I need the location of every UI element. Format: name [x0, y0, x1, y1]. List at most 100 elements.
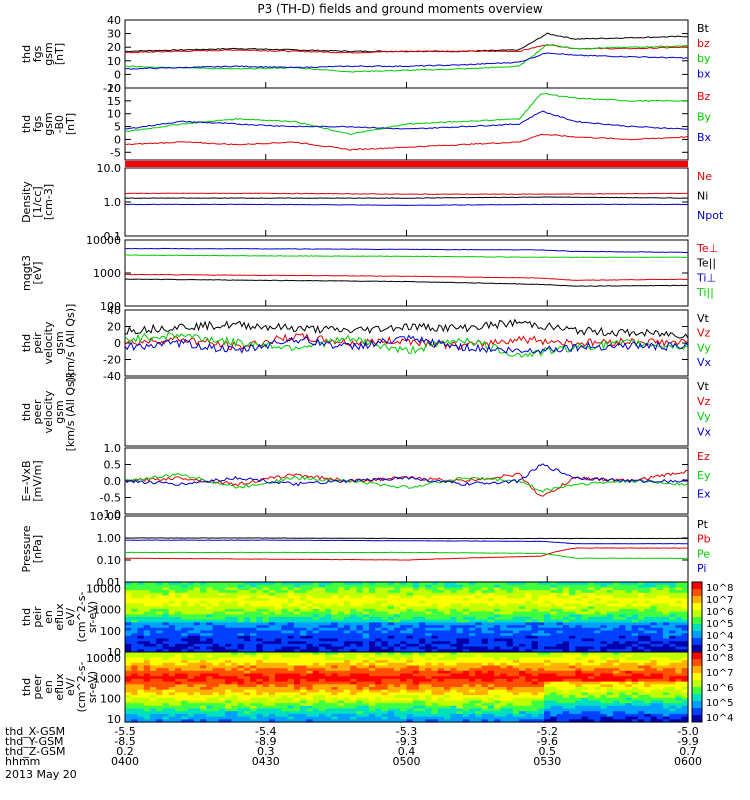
heatmap-cell: [606, 595, 614, 599]
heatmap-cell: [125, 700, 132, 704]
heatmap-cell: [544, 713, 551, 718]
heatmap-cell: [281, 687, 289, 691]
heatmap-cell: [237, 617, 245, 621]
heatmap-cell: [337, 708, 345, 712]
heatmap-cell: [268, 670, 276, 675]
heatmap-cell: [644, 692, 652, 696]
heatmap-cell: [287, 692, 295, 696]
heatmap-cell: [638, 617, 645, 621]
colorbar-cell: [692, 627, 702, 632]
heatmap-cell: [663, 582, 670, 586]
heatmap-cell: [293, 584, 301, 588]
y-tick-label: 10.00: [90, 510, 122, 523]
heatmap-cell: [193, 606, 201, 610]
heatmap-cell: [131, 590, 139, 594]
heatmap-cell: [356, 654, 364, 658]
heatmap-cell: [312, 708, 320, 712]
heatmap-cell: [175, 719, 182, 723]
heatmap-cell: [444, 614, 451, 618]
heatmap-cell: [569, 708, 576, 712]
heatmap-cell: [669, 643, 677, 648]
heatmap-cell: [444, 681, 451, 685]
heatmap-cell: [587, 668, 595, 672]
heatmap-cell: [650, 611, 658, 615]
heatmap-cell: [644, 643, 652, 648]
heatmap-cell: [356, 700, 364, 704]
heatmap-cell: [562, 678, 570, 683]
heatmap-cell: [500, 713, 508, 718]
heatmap-cell: [187, 689, 195, 693]
heatmap-cell: [162, 590, 170, 594]
heatmap-cell: [293, 716, 301, 720]
heatmap-cell: [331, 606, 339, 610]
heatmap-cell: [481, 622, 489, 626]
heatmap-cell: [143, 625, 151, 629]
heatmap-cell: [394, 711, 401, 715]
heatmap-cell: [669, 598, 677, 602]
heatmap-cell: [318, 678, 326, 683]
heatmap-cell: [663, 716, 670, 720]
heatmap-cell: [337, 584, 345, 588]
heatmap-cell: [281, 676, 289, 680]
heatmap-cell: [287, 606, 295, 610]
heatmap-cell: [350, 630, 358, 634]
heatmap-cell: [175, 697, 182, 702]
heatmap-cell: [343, 678, 351, 683]
heatmap-cell: [218, 587, 226, 591]
heatmap-cell: [350, 590, 358, 594]
heatmap-cell: [425, 687, 433, 691]
heatmap-cell: [500, 668, 508, 672]
heatmap-cell: [550, 649, 558, 653]
heatmap-cell: [469, 676, 476, 680]
heatmap-cell: [425, 641, 433, 645]
heatmap-cell: [631, 670, 639, 675]
heatmap-cell: [562, 622, 570, 626]
heatmap-cell: [231, 660, 239, 664]
heatmap-cell: [650, 684, 658, 688]
heatmap-cell: [193, 703, 201, 707]
heatmap-cell: [406, 695, 414, 699]
heatmap-cell: [287, 584, 295, 588]
panel-separator: [125, 161, 688, 167]
heatmap-cell: [581, 668, 589, 672]
heatmap-cell: [506, 676, 514, 680]
heatmap-cell: [456, 625, 464, 629]
heatmap-cell: [500, 590, 508, 594]
heatmap-cell: [537, 582, 545, 586]
legend-entry: Pi: [697, 562, 706, 575]
heatmap-cell: [644, 676, 652, 680]
heatmap-cell: [262, 630, 270, 634]
y-tick-label: 1.0: [104, 442, 122, 455]
heatmap-cell: [450, 689, 458, 693]
heatmap-cell: [150, 713, 157, 718]
heatmap-cell: [569, 643, 576, 648]
heatmap-cell: [381, 649, 389, 653]
heatmap-cell: [412, 657, 420, 661]
heatmap-cell: [500, 687, 508, 691]
heatmap-cell: [519, 657, 526, 661]
heatmap-cell: [631, 606, 639, 610]
heatmap-cell: [162, 708, 170, 712]
heatmap-cell: [431, 590, 439, 594]
heatmap-cell: [312, 654, 320, 658]
heatmap-cell: [256, 708, 264, 712]
heatmap-cell: [281, 608, 289, 613]
heatmap-cell: [600, 638, 608, 642]
heatmap-cell: [275, 590, 282, 594]
heatmap-cell: [669, 582, 677, 586]
heatmap-cell: [268, 584, 276, 588]
heatmap-cell: [531, 705, 539, 710]
heatmap-cell: [406, 673, 414, 677]
heatmap-cell: [293, 590, 301, 594]
heatmap-cell: [525, 625, 533, 629]
heatmap-cell: [156, 608, 164, 613]
heatmap-cell: [387, 665, 395, 669]
heatmap-cell: [619, 687, 627, 691]
heatmap-cell: [675, 598, 683, 602]
heatmap-cell: [537, 638, 545, 642]
heatmap-cell: [268, 695, 276, 699]
heatmap-cell: [581, 641, 589, 645]
heatmap-cell: [343, 617, 351, 621]
heatmap-cell: [162, 649, 170, 653]
heatmap-cell: [431, 705, 439, 710]
